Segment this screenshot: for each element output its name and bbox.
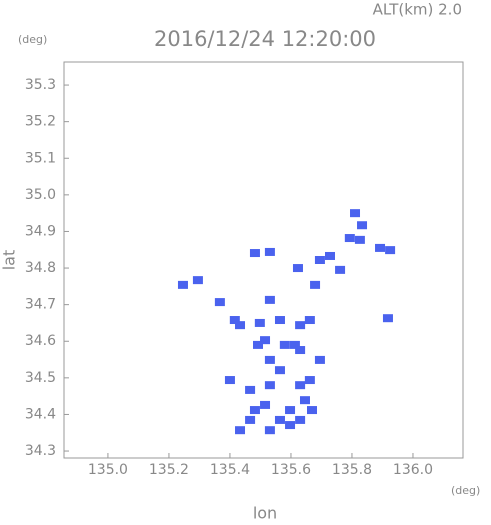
echo (375, 243, 386, 252)
echo (229, 316, 240, 325)
echo (344, 234, 355, 243)
echo (295, 415, 306, 424)
echo (357, 221, 368, 230)
echo (304, 376, 315, 385)
echo (304, 316, 315, 325)
echo (235, 321, 246, 330)
y-tick-label: 34.5 (25, 370, 56, 386)
echo (292, 264, 303, 273)
y-tick-label: 34.4 (25, 406, 56, 422)
subtitle: ALT(km) 2.0 (373, 1, 462, 19)
x-tick-label: 136.0 (393, 462, 433, 478)
echo (295, 346, 306, 355)
y-tick-label: 34.8 (25, 260, 56, 276)
echo (335, 265, 346, 274)
x-tick-label: 135.0 (88, 462, 128, 478)
echo (274, 415, 285, 424)
echo (295, 381, 306, 390)
echo (264, 295, 275, 304)
echo (382, 314, 393, 323)
echo (285, 406, 296, 415)
y-tick-label: 35.3 (25, 77, 56, 93)
echo (264, 355, 275, 364)
echo (289, 340, 300, 349)
y-tick-label: 35.0 (25, 187, 56, 203)
y-axis-label: lat (0, 250, 19, 271)
echo (310, 280, 321, 289)
echo (260, 336, 271, 345)
echo (274, 316, 285, 325)
x-tick-label: 135.2 (149, 462, 189, 478)
echo (177, 280, 188, 289)
echo (285, 421, 296, 430)
echo (354, 235, 365, 244)
echo (260, 400, 271, 409)
echo (307, 406, 318, 415)
echo (254, 318, 265, 327)
echo (385, 246, 396, 255)
echo (295, 321, 306, 330)
echo (325, 251, 335, 260)
x-tick-label: 135.4 (210, 462, 250, 478)
echo (249, 249, 260, 258)
echo (350, 209, 361, 218)
y-tick-label: 34.6 (25, 333, 56, 349)
y-tick-label: 34.7 (25, 297, 56, 313)
echo (224, 376, 235, 385)
y-tick-label: 35.2 (25, 114, 56, 130)
echo (264, 247, 275, 256)
echo (274, 366, 285, 375)
plot-frame (63, 61, 464, 459)
x-tick-label: 135.6 (271, 462, 311, 478)
echo (214, 298, 225, 307)
echo (245, 385, 256, 394)
echo (235, 426, 246, 435)
chart-title: 2016/12/24 12:20:00 (154, 27, 376, 51)
echo (314, 355, 325, 364)
echo (253, 340, 264, 349)
echo (314, 256, 325, 264)
echo (264, 426, 275, 435)
x-unit: (deg) (451, 484, 480, 497)
echo (192, 276, 203, 285)
y-tick-label: 35.1 (25, 150, 56, 166)
echo (245, 415, 256, 424)
x-tick-label: 135.8 (332, 462, 372, 478)
echo (279, 340, 290, 349)
echo (264, 381, 275, 390)
y-tick-label: 34.3 (25, 443, 56, 459)
x-axis-label: lon (253, 504, 277, 522)
echo (249, 406, 260, 415)
y-unit: (deg) (18, 33, 47, 46)
echo (299, 396, 310, 405)
y-tick-label: 34.9 (25, 223, 56, 239)
